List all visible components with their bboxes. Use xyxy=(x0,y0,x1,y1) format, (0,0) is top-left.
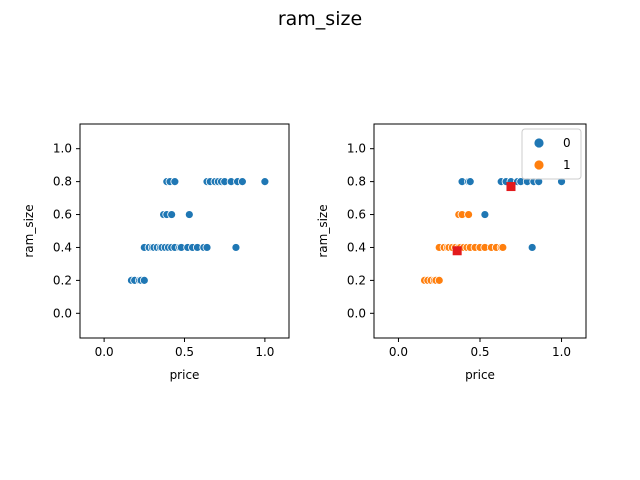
y-tick-label: 0.2 xyxy=(347,273,366,287)
y-tick-label: 1.0 xyxy=(347,142,366,156)
x-tick-label: 0.5 xyxy=(470,345,489,359)
legend-box xyxy=(521,128,582,180)
right-scatter-panel: 0.0 0.5 1.0 0.0 0.2 0.4 0.6 0.8 1.0 price ram_size… xyxy=(316,123,587,382)
y-tick-label: 0.4 xyxy=(347,240,366,254)
y-axis-label: ram_size xyxy=(22,204,36,257)
y-tick-label: 0.6 xyxy=(53,208,72,222)
y-tick-label: 0.0 xyxy=(53,306,72,320)
y-tick-label: 0.0 xyxy=(347,306,366,320)
x-tick-label: 0.5 xyxy=(175,345,194,359)
y-tick-label: 0.4 xyxy=(53,240,72,254)
y-axis-label: ram_size xyxy=(316,204,330,257)
x-tick-label: 0.0 xyxy=(389,345,408,359)
scatter-point-class-0 xyxy=(465,177,475,187)
cluster-centroid-marker xyxy=(506,182,516,192)
scatter-point-class-0 xyxy=(237,177,247,187)
legend-marker-0 xyxy=(533,137,545,149)
scatter-point-class-0 xyxy=(170,177,180,187)
scatter-point-class-0 xyxy=(139,275,149,285)
x-tick-label: 1.0 xyxy=(552,345,571,359)
legend-label-1: 1 xyxy=(563,158,571,172)
x-tick-label: 0.0 xyxy=(95,345,114,359)
cluster-centroid-marker xyxy=(452,246,462,256)
figure-title: ram_size xyxy=(278,8,362,30)
legend-label-0: 0 xyxy=(563,136,571,150)
scatter-point-class-0 xyxy=(231,243,241,252)
legend-marker-1 xyxy=(533,159,545,171)
scatter-point-class-1 xyxy=(434,275,444,285)
y-tick-label: 0.8 xyxy=(347,175,366,189)
scatter-point-class-0 xyxy=(260,177,270,187)
left-scatter-panel: 0.0 0.5 1.0 0.0 0.2 0.4 0.6 0.8 1.0 price ram_size xyxy=(22,123,290,382)
scatter-point-class-0 xyxy=(480,210,490,219)
y-tick-label: 1.0 xyxy=(53,142,72,156)
scatter-point-class-1 xyxy=(498,243,508,252)
scatter-point-class-0 xyxy=(527,243,537,252)
y-tick-label: 0.2 xyxy=(53,273,72,287)
x-axis-label: price xyxy=(465,368,495,382)
y-tick-label: 0.6 xyxy=(347,208,366,222)
scatter-point-class-0 xyxy=(184,210,194,219)
scatter-point-class-0 xyxy=(167,210,177,219)
x-axis-label: price xyxy=(170,368,200,382)
y-tick-label: 0.8 xyxy=(53,175,72,189)
scatter-point-class-0 xyxy=(202,243,212,252)
scatter-point-class-1 xyxy=(464,210,473,219)
x-tick-label: 1.0 xyxy=(255,345,274,359)
